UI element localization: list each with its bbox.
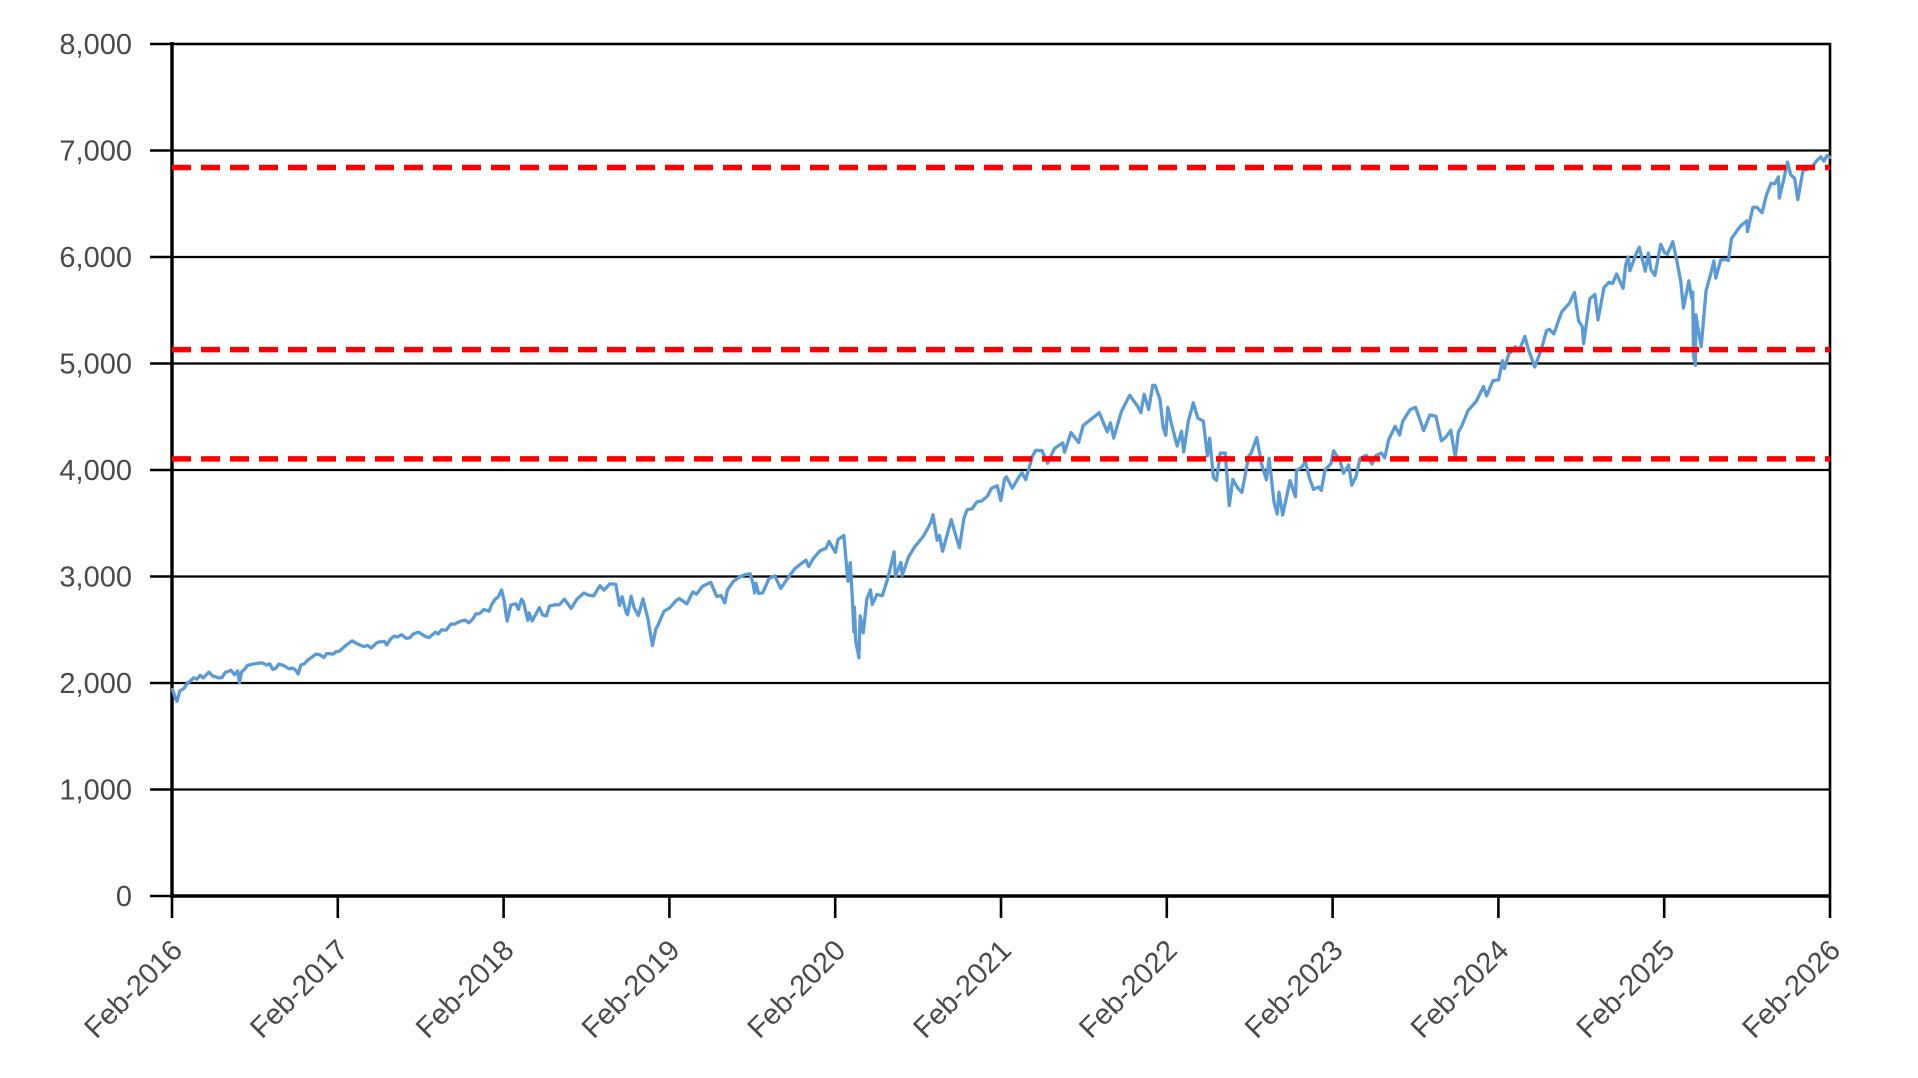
x-axis-tick-label: Feb-2023: [1239, 934, 1349, 1044]
y-axis-tick-label: 8,000: [59, 29, 132, 61]
y-axis-tick-label: 1,000: [59, 775, 132, 807]
x-axis-tick-label: Feb-2016: [79, 934, 189, 1044]
x-axis-tick-label: Feb-2019: [576, 934, 686, 1044]
y-axis-tick-label: 0: [116, 881, 132, 913]
y-axis-tick-label: 2,000: [59, 668, 132, 700]
y-axis-tick-label: 5,000: [59, 349, 132, 381]
y-axis-tick-label: 7,000: [59, 136, 132, 168]
y-axis-tick-label: 3,000: [59, 562, 132, 594]
x-axis-tick-label: Feb-2022: [1073, 934, 1183, 1044]
x-axis-tick-label: Feb-2020: [742, 934, 852, 1044]
x-axis-tick-label: Feb-2017: [244, 934, 354, 1044]
x-axis-tick-label: Feb-2021: [908, 934, 1018, 1044]
price-line: [170, 153, 1832, 703]
y-axis-tick-label: 4,000: [59, 455, 132, 487]
x-axis-tick-label: Feb-2024: [1405, 934, 1515, 1044]
x-axis-tick-label: Feb-2018: [410, 934, 520, 1044]
y-axis-tick-label: 6,000: [59, 242, 132, 274]
x-axis-tick-label: Feb-2025: [1571, 934, 1681, 1044]
x-axis-tick-label: Feb-2026: [1737, 934, 1847, 1044]
